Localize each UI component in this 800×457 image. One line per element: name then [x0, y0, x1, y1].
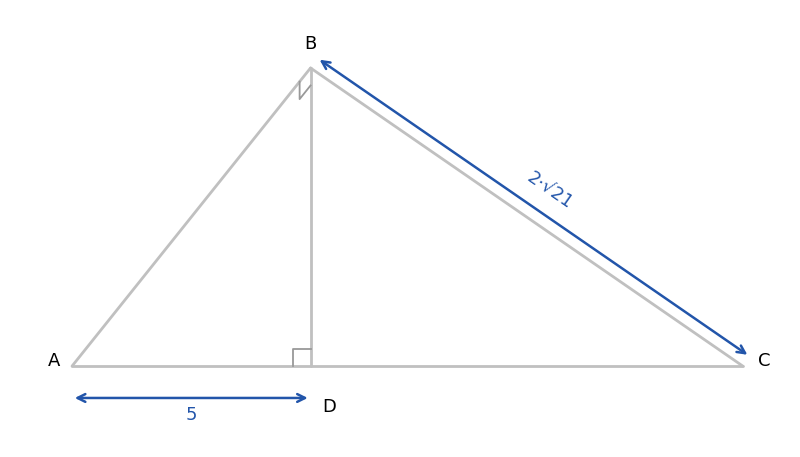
Text: 2·√21: 2·√21: [523, 169, 576, 213]
Text: A: A: [48, 352, 60, 370]
Text: D: D: [322, 398, 336, 416]
Text: B: B: [305, 35, 317, 53]
Text: 5: 5: [186, 406, 197, 424]
Text: C: C: [758, 352, 770, 370]
